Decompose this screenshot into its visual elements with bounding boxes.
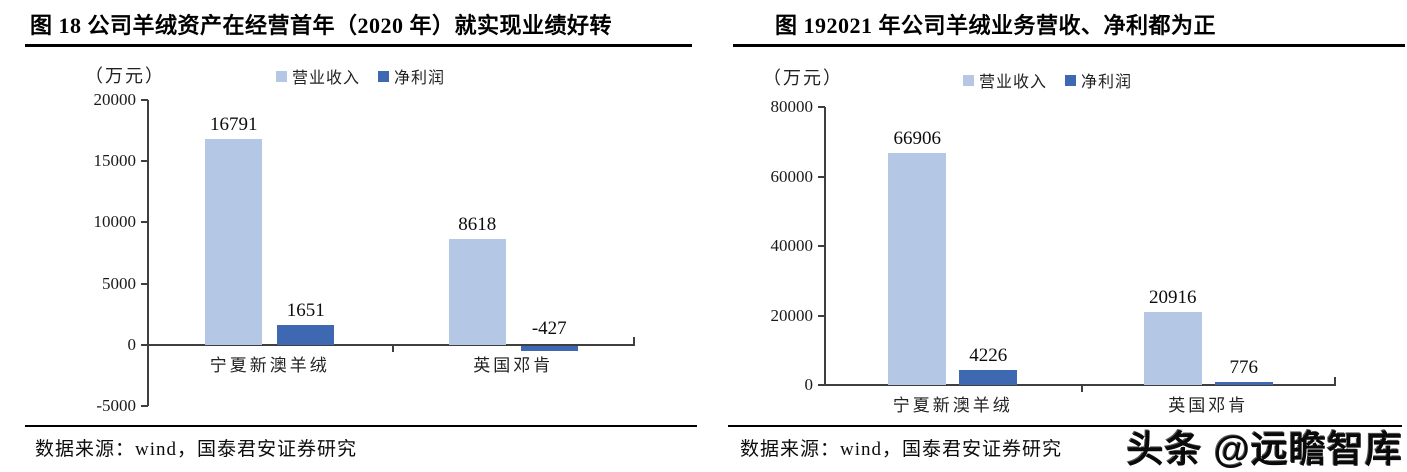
bar-value-label: 1651 bbox=[286, 299, 325, 321]
y-tick-label: 5000 bbox=[102, 273, 136, 293]
category-label: 英国邓肯 bbox=[1168, 396, 1249, 415]
watermark-text: 头条 @远瞻智库 bbox=[1126, 429, 1403, 470]
legend-label-profit: 净利润 bbox=[1081, 74, 1133, 91]
x-axis-line bbox=[825, 384, 1336, 386]
profit-bar bbox=[959, 370, 1018, 385]
legend-item-profit: 净利润 bbox=[1065, 68, 1132, 92]
x-tick-mark bbox=[633, 336, 635, 344]
y-tick-mark bbox=[141, 99, 148, 101]
legend-label-revenue: 营业收入 bbox=[292, 70, 361, 87]
y-tick-label: 10000 bbox=[93, 212, 137, 232]
y-tick-mark bbox=[141, 343, 148, 346]
y-tick-label: 20000 bbox=[770, 305, 814, 325]
left-figure-title: 图 18 公司羊绒资产在经营首年（2020 年）就实现业绩好转 bbox=[30, 13, 613, 38]
y-tick-mark bbox=[818, 175, 825, 178]
revenue-bar bbox=[1143, 312, 1202, 385]
profit-bar bbox=[520, 345, 578, 352]
y-tick-label: 80000 bbox=[770, 97, 814, 116]
y-tick-mark bbox=[818, 314, 825, 317]
revenue-bar bbox=[205, 139, 263, 345]
legend-item-revenue: 营业收入 bbox=[963, 68, 1047, 92]
bar-value-label: -427 bbox=[531, 317, 567, 339]
left-legend: 营业收入 净利润 bbox=[276, 64, 445, 88]
y-tick-label: 15000 bbox=[93, 151, 137, 171]
profit-bar bbox=[1214, 382, 1273, 385]
y-axis-line bbox=[147, 100, 149, 406]
profit-swatch-icon bbox=[1065, 74, 1077, 86]
y-tick-label: 0 bbox=[804, 375, 814, 394]
right-legend: 营业收入 净利润 bbox=[963, 68, 1132, 92]
x-tick-mark bbox=[1334, 377, 1336, 384]
y-tick-label: -5000 bbox=[96, 396, 136, 415]
y-tick-label: 60000 bbox=[770, 166, 814, 186]
right-source-rule bbox=[728, 425, 1402, 427]
bar-value-label: 776 bbox=[1229, 357, 1259, 379]
right-unit-label: （万元） bbox=[763, 68, 843, 88]
legend-label-profit: 净利润 bbox=[394, 70, 446, 87]
bar-value-label: 66906 bbox=[893, 127, 942, 149]
legend-item-profit: 净利润 bbox=[378, 64, 445, 88]
revenue-swatch-icon bbox=[276, 70, 287, 82]
y-tick-label: 0 bbox=[127, 334, 137, 354]
y-tick-mark bbox=[818, 106, 825, 108]
left-source-rule bbox=[25, 425, 697, 427]
category-label: 英国邓肯 bbox=[473, 355, 554, 375]
revenue-bar bbox=[888, 152, 947, 385]
bar-value-label: 4226 bbox=[969, 345, 1008, 367]
legend-label-revenue: 营业收入 bbox=[979, 74, 1048, 91]
right-source-text: 数据来源：wind，国泰君安证券研究 bbox=[740, 439, 1063, 460]
y-tick-mark bbox=[141, 282, 148, 285]
category-label: 宁夏新澳羊绒 bbox=[209, 355, 330, 375]
y-tick-label: 40000 bbox=[770, 236, 814, 255]
y-axis-line bbox=[824, 107, 826, 385]
bar-value-label: 16791 bbox=[210, 114, 258, 136]
bar-value-label: 20916 bbox=[1149, 287, 1197, 309]
right-title-underline bbox=[733, 44, 1405, 47]
revenue-bar bbox=[448, 239, 506, 345]
left-unit-label: （万元） bbox=[85, 66, 165, 86]
legend-item-revenue: 营业收入 bbox=[276, 64, 360, 88]
y-tick-mark bbox=[818, 245, 825, 247]
profit-bar bbox=[277, 324, 335, 345]
y-tick-mark bbox=[818, 384, 825, 386]
right-figure-title: 图 192021 年公司羊绒业务营收、净利都为正 bbox=[775, 13, 1217, 38]
x-axis-line bbox=[148, 343, 635, 346]
revenue-swatch-icon bbox=[963, 74, 974, 86]
x-tick-mark bbox=[391, 345, 394, 352]
profit-swatch-icon bbox=[378, 70, 390, 82]
left-title-underline bbox=[25, 44, 692, 47]
y-tick-mark bbox=[141, 405, 148, 407]
bar-value-label: 8618 bbox=[458, 214, 497, 236]
category-label: 宁夏新澳羊绒 bbox=[892, 396, 1013, 415]
y-tick-mark bbox=[141, 160, 148, 163]
y-tick-mark bbox=[141, 221, 148, 224]
y-tick-label: 20000 bbox=[93, 90, 137, 109]
x-tick-mark bbox=[1080, 386, 1083, 392]
left-source-text: 数据来源：wind，国泰君安证券研究 bbox=[35, 439, 358, 460]
